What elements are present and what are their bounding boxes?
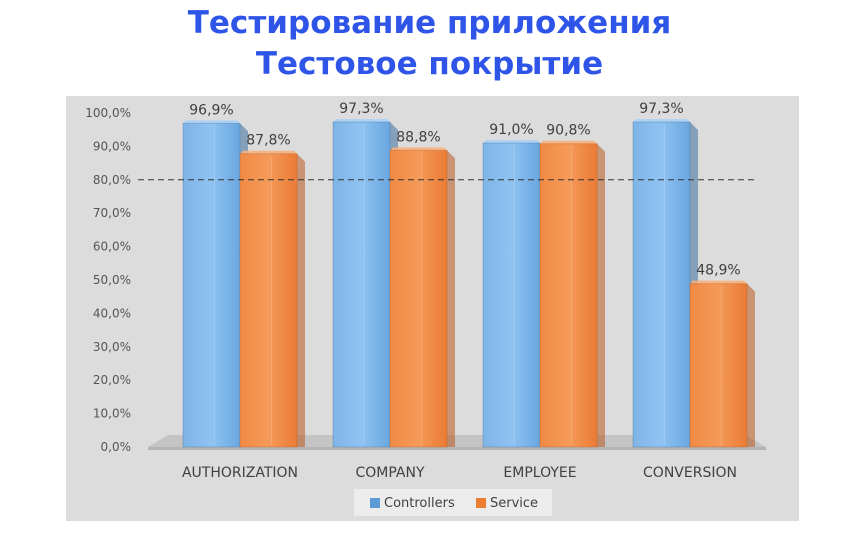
data-label: 97,3% <box>339 101 383 117</box>
x-category-label: EMPLOYEE <box>503 465 576 481</box>
bar-top-controllers <box>333 119 390 123</box>
x-category-label: CONVERSION <box>643 465 737 481</box>
legend-swatch <box>370 498 380 508</box>
y-tick-label: 80,0% <box>93 173 131 187</box>
data-label: 87,8% <box>246 133 290 149</box>
chart-title-line1: Тестирование приложения <box>187 5 672 41</box>
x-category-label: COMPANY <box>355 465 424 481</box>
bar-top-service <box>690 280 747 284</box>
bar-top-controllers <box>483 140 540 144</box>
x-category-label: AUTHORIZATION <box>182 465 298 481</box>
y-tick-label: 40,0% <box>93 306 131 320</box>
y-tick-label: 50,0% <box>93 273 131 287</box>
chart-panel: 96,9% 87,8% 97,3% 88,8% 91,0% 90,8% 97,3% 48,9%… <box>66 96 799 521</box>
legend-label: Service <box>490 496 538 511</box>
bar-chart: 96,9% 87,8% 97,3% 88,8% 91,0% 90,8% 97,3% 48,9%… <box>85 101 766 516</box>
bar-top-service <box>390 147 447 151</box>
legend-swatch <box>476 498 486 508</box>
bar-top-controllers <box>633 119 690 123</box>
bar-top-service <box>540 140 597 144</box>
data-label: 90,8% <box>546 123 590 139</box>
bar-service-employee <box>539 143 598 448</box>
data-label: 96,9% <box>189 102 233 118</box>
y-tick-label: 70,0% <box>93 206 131 220</box>
bar-top-controllers <box>183 120 240 124</box>
bar-top-service <box>240 150 297 154</box>
bar-service-conversion <box>689 283 748 448</box>
bar-service-authorization <box>239 153 298 448</box>
y-tick-label: 90,0% <box>93 139 131 153</box>
bar-controllers-conversion <box>632 121 691 448</box>
bar-controllers-authorization <box>182 122 241 448</box>
legend-box <box>354 489 552 516</box>
bar-controllers-employee <box>482 142 541 448</box>
y-tick-label: 0,0% <box>101 440 132 454</box>
y-tick-label: 100,0% <box>85 106 131 120</box>
y-tick-label: 10,0% <box>93 407 131 421</box>
data-label: 97,3% <box>639 101 683 117</box>
data-label: 91,0% <box>489 122 533 138</box>
bar-controllers-company <box>332 121 391 448</box>
bar-service-company <box>389 149 448 448</box>
data-label: 88,8% <box>396 129 440 145</box>
y-tick-label: 60,0% <box>93 240 131 254</box>
chart-title-line2: Тестовое покрытие <box>255 46 604 82</box>
legend-label: Controllers <box>384 496 455 511</box>
y-tick-label: 30,0% <box>93 340 131 354</box>
chart-floor-edge <box>148 447 766 450</box>
y-tick-label: 20,0% <box>93 373 131 387</box>
data-label: 48,9% <box>696 263 740 279</box>
